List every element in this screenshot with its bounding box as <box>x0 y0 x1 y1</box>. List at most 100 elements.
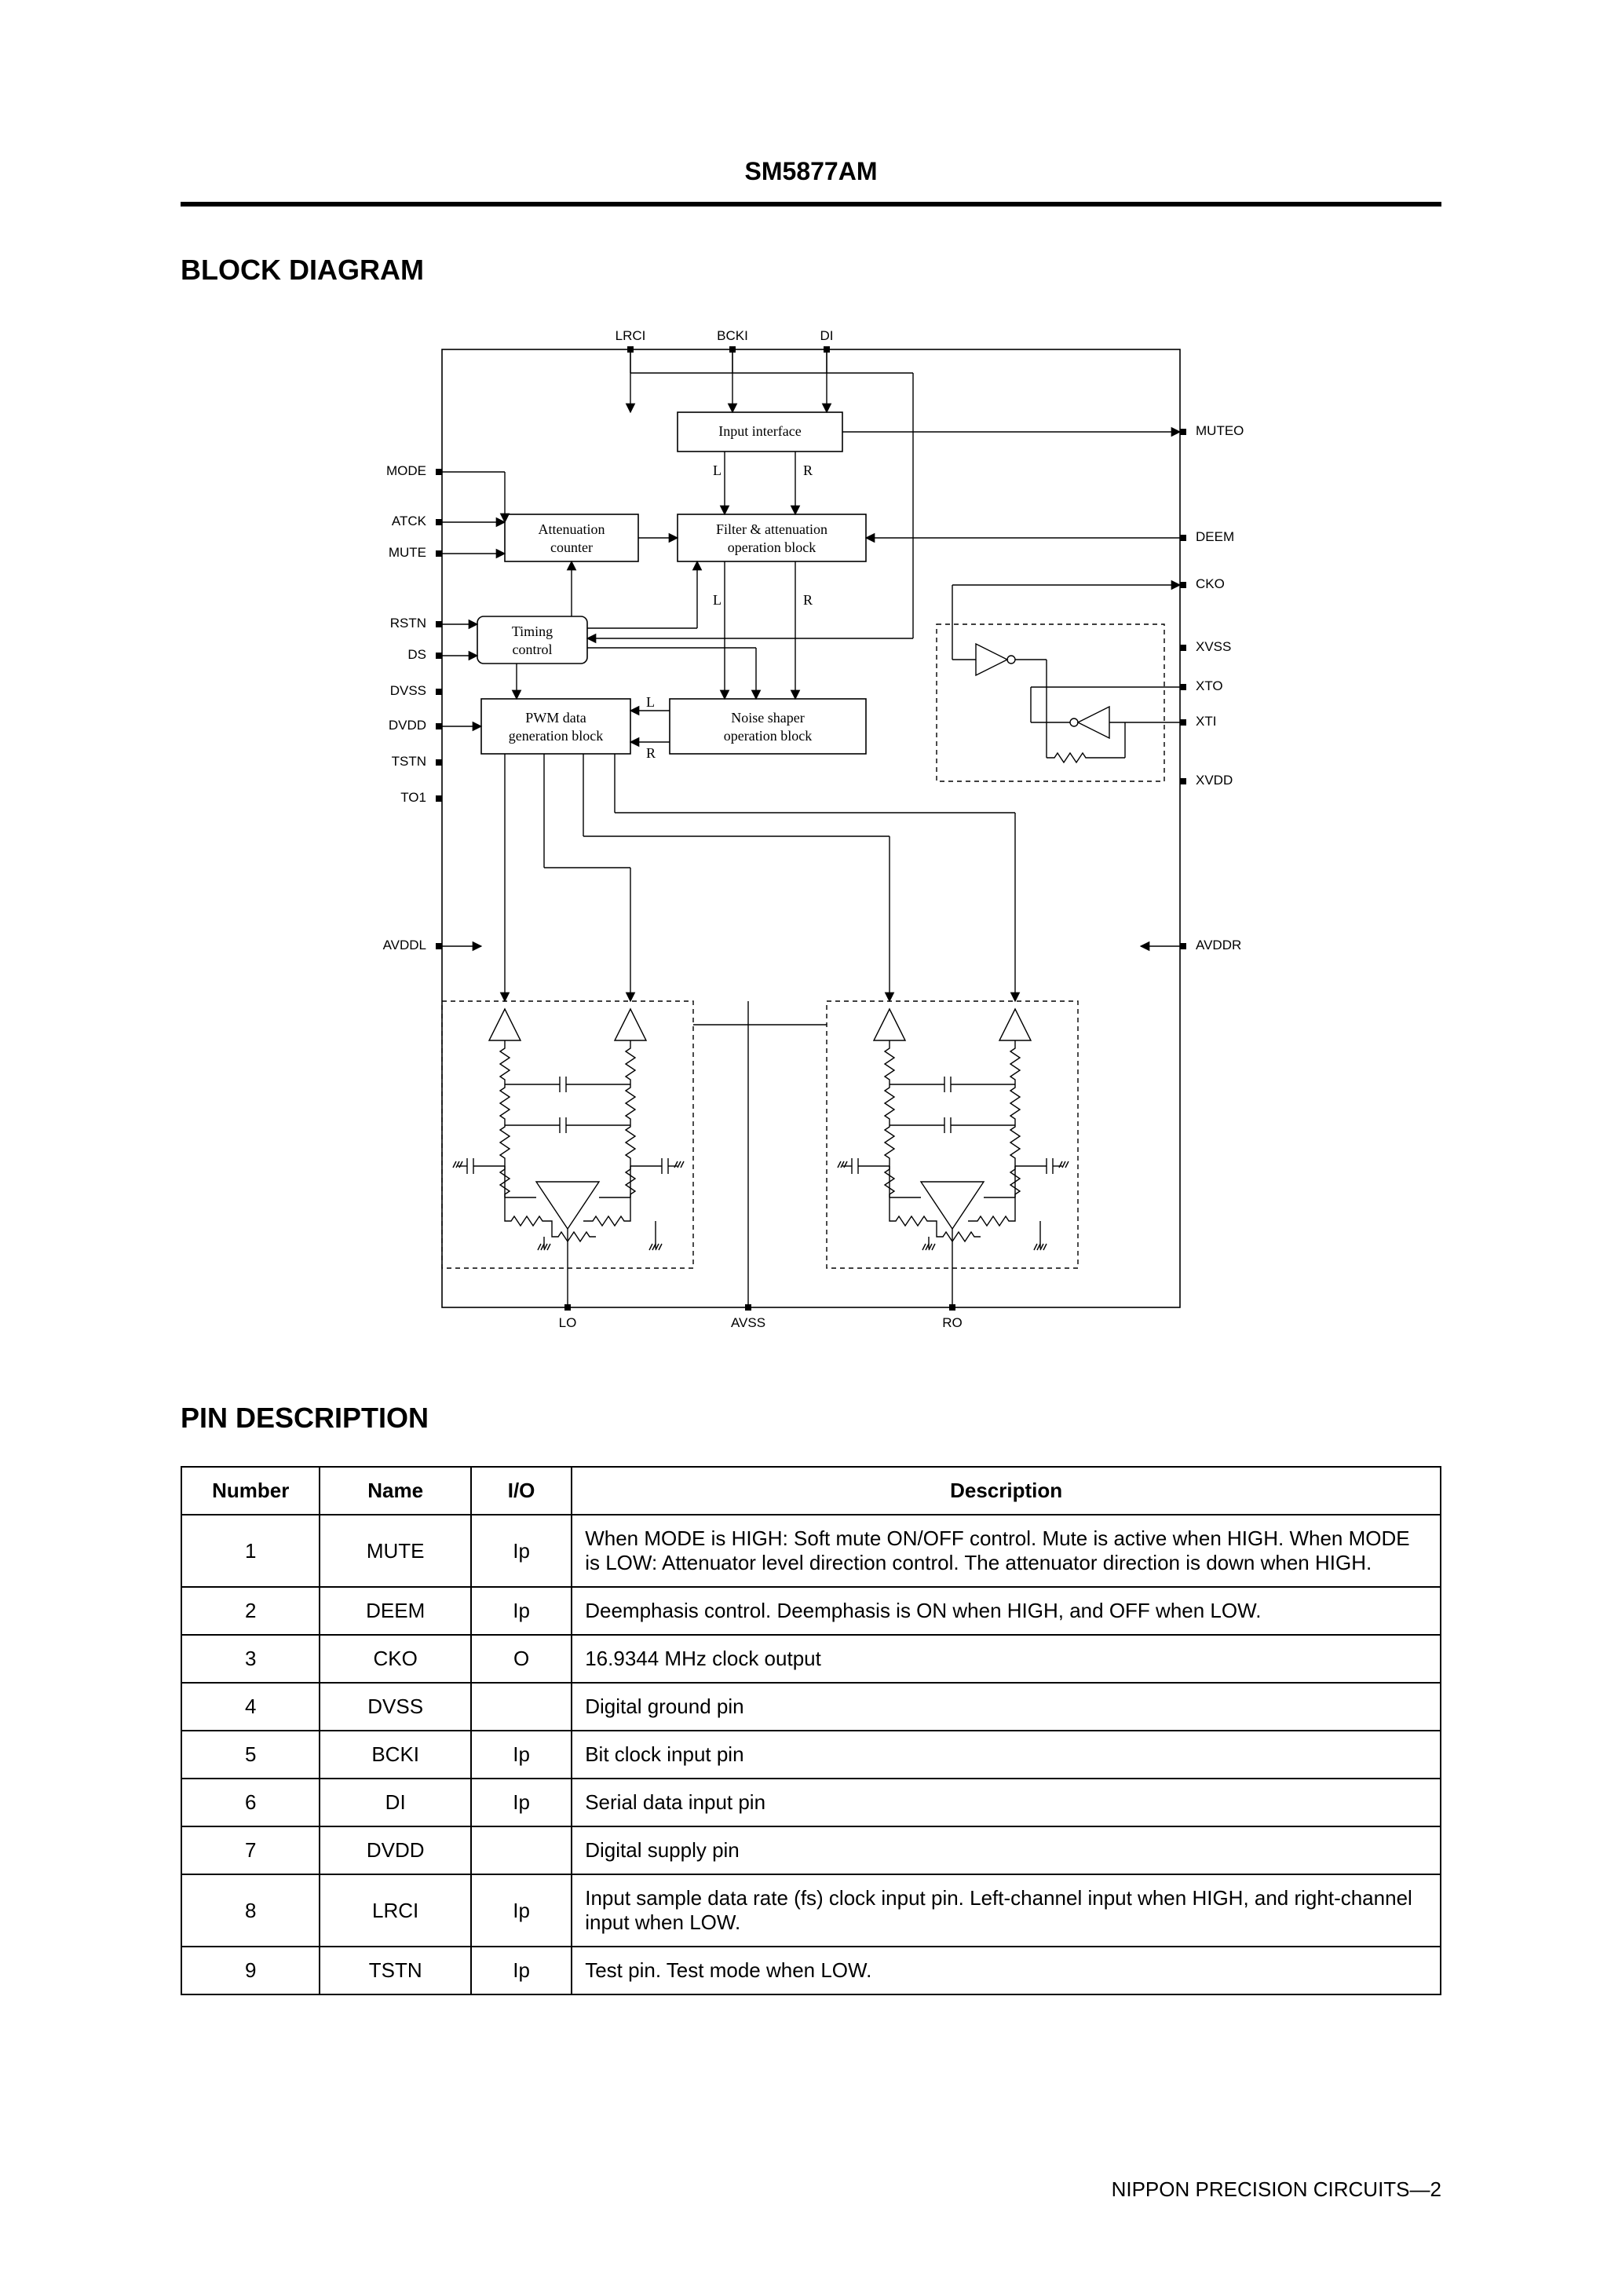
table-cell: Ip <box>471 1731 572 1779</box>
block-filter-label1: Filter & attenuation <box>716 521 827 537</box>
svg-text:MUTE: MUTE <box>389 545 426 560</box>
table-cell: Input sample data rate (fs) clock input … <box>572 1874 1441 1947</box>
svg-text:AVSS: AVSS <box>731 1315 765 1330</box>
block-pwm-label1: PWM data <box>525 710 586 726</box>
label-r-1: R <box>803 462 813 478</box>
block-pwm-label2: generation block <box>509 728 603 744</box>
bottom-pins: LO AVSS RO <box>559 1268 963 1330</box>
th-number: Number <box>181 1467 320 1515</box>
table-cell: Ip <box>471 1947 572 1994</box>
svg-text:TO1: TO1 <box>400 790 426 805</box>
table-cell: 8 <box>181 1874 320 1947</box>
block-timing-label1: Timing <box>512 623 553 639</box>
page-footer: NIPPON PRECISION CIRCUITS—2 <box>1112 2177 1441 2202</box>
svg-text:LO: LO <box>559 1315 577 1330</box>
table-cell: CKO <box>320 1635 470 1683</box>
table-cell: 9 <box>181 1947 320 1994</box>
svg-text:RO: RO <box>942 1315 963 1330</box>
svg-text:TSTN: TSTN <box>392 754 426 769</box>
svg-text:DI: DI <box>820 328 834 343</box>
section-pin-description-title: PIN DESCRIPTION <box>181 1402 1441 1435</box>
block-attn-label2: counter <box>550 539 593 555</box>
table-row: 2DEEMIpDeemphasis control. Deemphasis is… <box>181 1587 1441 1635</box>
header-rule <box>181 202 1441 207</box>
svg-text:CKO: CKO <box>1196 576 1225 591</box>
block-noise-label2: operation block <box>724 728 812 744</box>
table-cell: DI <box>320 1779 470 1826</box>
label-l-1: L <box>713 462 721 478</box>
table-row: 9TSTNIpTest pin. Test mode when LOW. <box>181 1947 1441 1994</box>
table-cell: Ip <box>471 1874 572 1947</box>
svg-text:DEEM: DEEM <box>1196 529 1234 544</box>
section-block-diagram-title: BLOCK DIAGRAM <box>181 254 1441 287</box>
svg-text:AVDDR: AVDDR <box>1196 938 1241 952</box>
table-cell: BCKI <box>320 1731 470 1779</box>
th-name: Name <box>320 1467 470 1515</box>
svg-text:LRCI: LRCI <box>616 328 646 343</box>
label-r-2: R <box>803 592 813 608</box>
table-row: 7DVDD Digital supply pin <box>181 1826 1441 1874</box>
block-input-interface-label: Input interface <box>718 423 801 439</box>
table-cell: 5 <box>181 1731 320 1779</box>
svg-text:RSTN: RSTN <box>390 616 426 631</box>
table-cell <box>471 1683 572 1731</box>
table-cell: Test pin. Test mode when LOW. <box>572 1947 1441 1994</box>
table-cell: DVSS <box>320 1683 470 1731</box>
analog-out-right <box>827 1001 1078 1268</box>
svg-text:DVDD: DVDD <box>389 718 426 733</box>
svg-text:ATCK: ATCK <box>392 514 427 528</box>
svg-text:XVSS: XVSS <box>1196 639 1231 654</box>
block-pwm <box>481 699 630 754</box>
block-filter-label2: operation block <box>728 539 816 555</box>
table-cell: O <box>471 1635 572 1683</box>
svg-text:XVDD: XVDD <box>1196 773 1233 788</box>
table-cell: Digital supply pin <box>572 1826 1441 1874</box>
table-cell: 4 <box>181 1683 320 1731</box>
svg-text:BCKI: BCKI <box>717 328 748 343</box>
table-cell: Digital ground pin <box>572 1683 1441 1731</box>
pin-description-table: Number Name I/O Description 1MUTEIpWhen … <box>181 1466 1441 1995</box>
th-io: I/O <box>471 1467 572 1515</box>
left-pins: MODE ATCK MUTE RSTN DS DVSS DVDD TSTN TO… <box>383 463 505 952</box>
table-cell: 1 <box>181 1515 320 1587</box>
table-cell: Ip <box>471 1779 572 1826</box>
th-description: Description <box>572 1467 1441 1515</box>
svg-text:XTO: XTO <box>1196 678 1223 693</box>
svg-text:DS: DS <box>407 647 426 662</box>
table-row: 4DVSS Digital ground pin <box>181 1683 1441 1731</box>
table-cell: DEEM <box>320 1587 470 1635</box>
table-cell: Deemphasis control. Deemphasis is ON whe… <box>572 1587 1441 1635</box>
table-cell: Ip <box>471 1587 572 1635</box>
svg-text:XTI: XTI <box>1196 714 1216 729</box>
svg-text:MUTEO: MUTEO <box>1196 423 1244 438</box>
table-cell: 3 <box>181 1635 320 1683</box>
label-l-2: L <box>713 592 721 608</box>
table-cell: 6 <box>181 1779 320 1826</box>
table-cell: 7 <box>181 1826 320 1874</box>
table-cell: 16.9344 MHz clock output <box>572 1635 1441 1683</box>
table-cell: MUTE <box>320 1515 470 1587</box>
svg-text:DVSS: DVSS <box>390 683 426 698</box>
table-cell: When MODE is HIGH: Soft mute ON/OFF cont… <box>572 1515 1441 1587</box>
table-cell: Bit clock input pin <box>572 1731 1441 1779</box>
svg-text:MODE: MODE <box>386 463 426 478</box>
table-cell: TSTN <box>320 1947 470 1994</box>
block-noise-label1: Noise shaper <box>731 710 804 726</box>
table-cell: LRCI <box>320 1874 470 1947</box>
block-diagram-container: LRCI BCKI DI Input interface L R Attenua… <box>181 318 1441 1339</box>
analog-out-left <box>442 1001 693 1268</box>
block-attn-label1: Attenuation <box>539 521 605 537</box>
block-diagram-svg: LRCI BCKI DI Input interface L R Attenua… <box>340 318 1282 1339</box>
label-l-3: L <box>646 694 655 710</box>
table-cell: Serial data input pin <box>572 1779 1441 1826</box>
right-pins: MUTEO DEEM CKO XVSS XTO XTI XVDD AVDDR <box>842 423 1244 952</box>
table-cell: Ip <box>471 1515 572 1587</box>
block-timing-label2: control <box>513 642 553 657</box>
table-row: 8LRCIIpInput sample data rate (fs) clock… <box>181 1874 1441 1947</box>
block-noise-shaper <box>670 699 866 754</box>
pin-table-header-row: Number Name I/O Description <box>181 1467 1441 1515</box>
label-r-3: R <box>646 745 656 761</box>
table-cell: DVDD <box>320 1826 470 1874</box>
table-row: 1MUTEIpWhen MODE is HIGH: Soft mute ON/O… <box>181 1515 1441 1587</box>
table-row: 6DIIpSerial data input pin <box>181 1779 1441 1826</box>
